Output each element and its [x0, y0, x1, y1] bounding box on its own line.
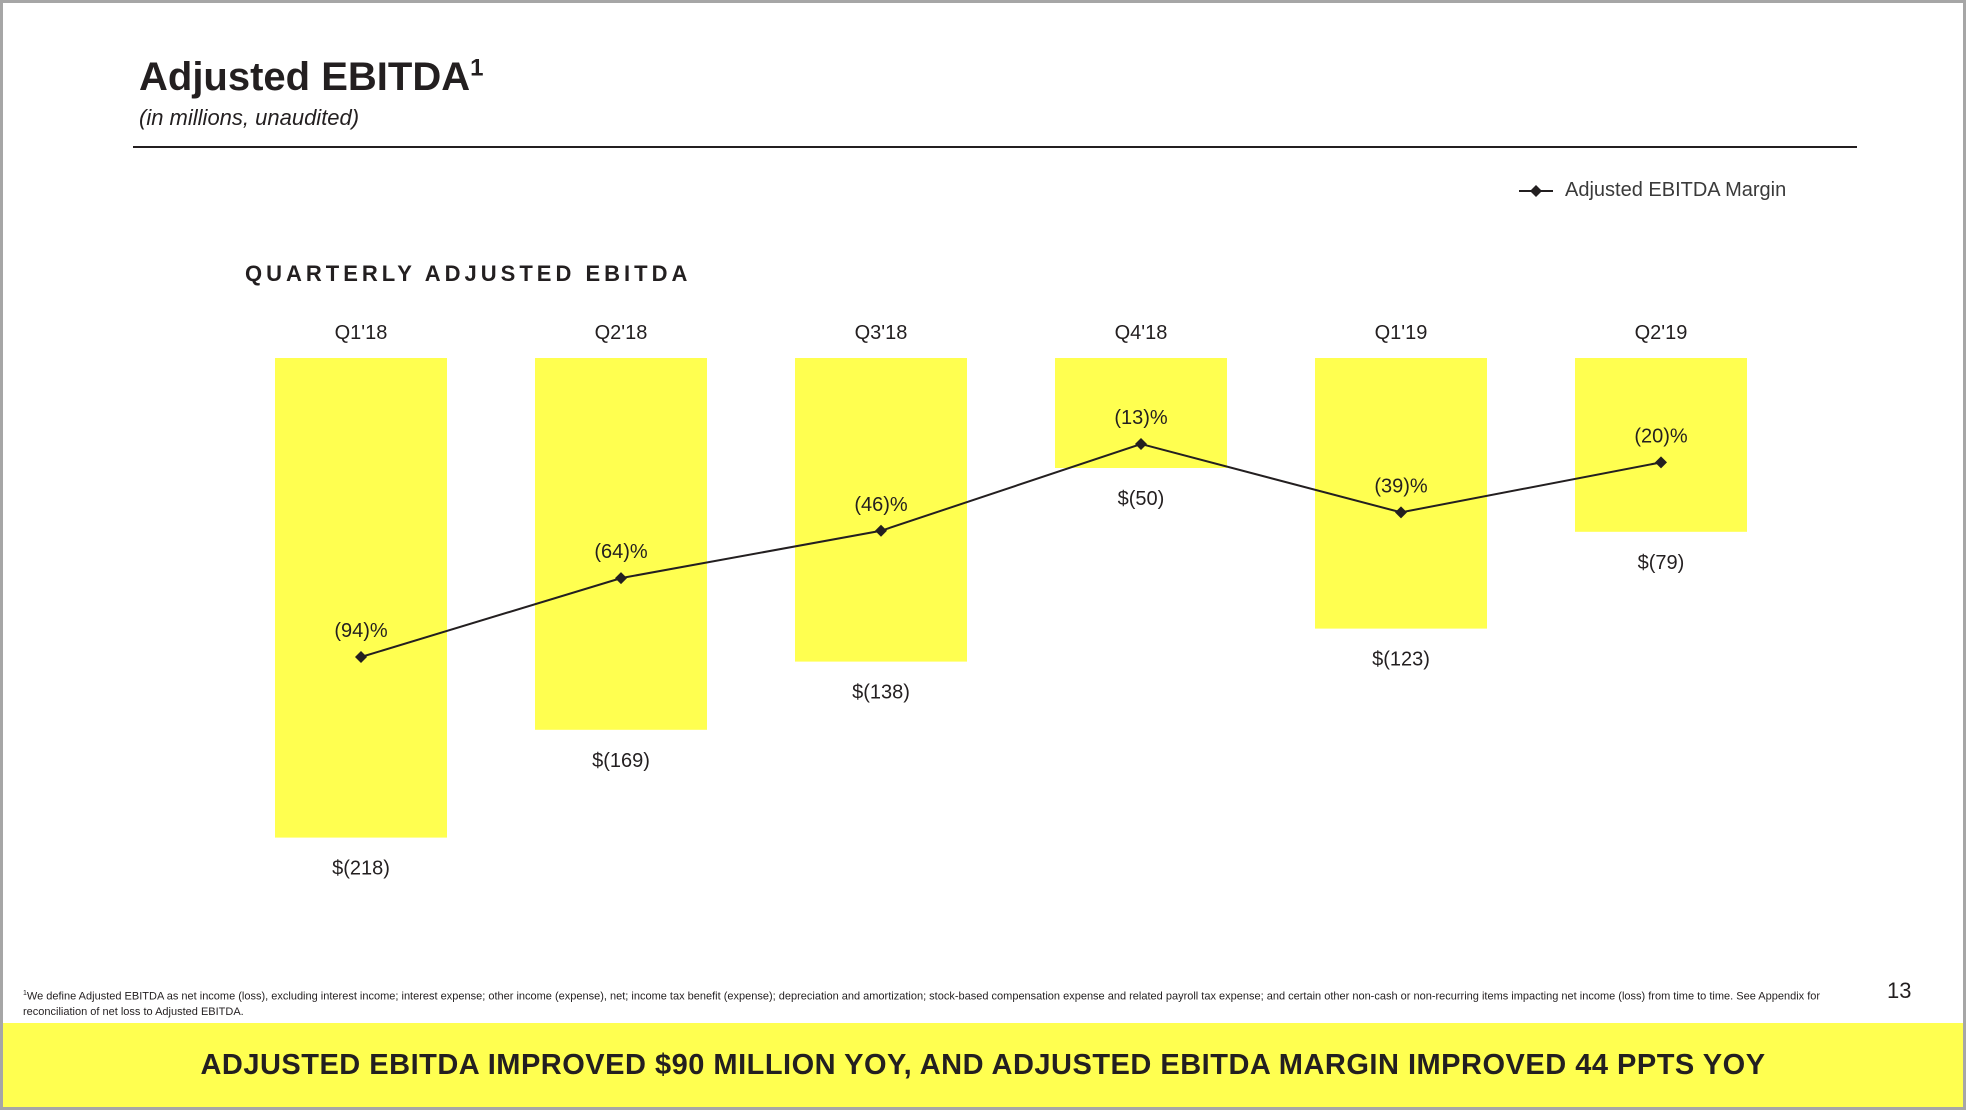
summary-banner: ADJUSTED EBITDA IMPROVED $90 MILLION YOY…: [3, 1023, 1963, 1107]
title-footnote-marker: 1: [470, 54, 484, 82]
page-number: 13: [1887, 978, 1912, 1003]
category-label-3: Q3'18: [855, 322, 908, 344]
margin-point-6: [1655, 456, 1667, 469]
margin-point-5: [1395, 506, 1407, 519]
bar-value-label-3: $(138): [852, 682, 910, 704]
margin-label-5: (39)%: [1374, 475, 1428, 497]
diamond-line-icon: [1519, 184, 1553, 197]
legend-label: Adjusted EBITDA Margin: [1565, 179, 1787, 201]
title-divider: [133, 146, 1857, 148]
title-text: Adjusted EBITDA: [139, 55, 471, 99]
chart-title: QUARTERLY ADJUSTED EBITDA: [245, 261, 692, 286]
footnote: 1We define Adjusted EBITDA as net income…: [23, 986, 1863, 1020]
category-label-5: Q1'19: [1375, 322, 1428, 344]
page-title: Adjusted EBITDA1: [139, 55, 483, 100]
footnote-text: We define Adjusted EBITDA as net income …: [23, 990, 1821, 1018]
bar-value-label-4: $(50): [1118, 488, 1165, 510]
margin-label-2: (64)%: [594, 541, 648, 563]
bar-value-label-1: $(218): [332, 858, 390, 880]
banner-text: ADJUSTED EBITDA IMPROVED $90 MILLION YOY…: [200, 1048, 1766, 1081]
bar-6: [1575, 358, 1747, 532]
margin-label-3: (46)%: [854, 494, 908, 516]
margin-point-1: [355, 651, 367, 663]
category-label-2: Q2'18: [595, 322, 648, 344]
page-subtitle: (in millions, unaudited): [139, 105, 360, 130]
margin-label-6: (20)%: [1634, 425, 1688, 447]
margin-point-3: [875, 524, 887, 537]
category-label-4: Q4'18: [1115, 322, 1168, 344]
margin-label-4: (13)%: [1114, 407, 1168, 429]
margin-label-1: (94)%: [334, 620, 388, 642]
footnote-marker: 1: [23, 990, 27, 997]
chart-legend: Adjusted EBITDA Margin: [1519, 179, 1786, 202]
category-label-6: Q2'19: [1635, 322, 1688, 344]
bar-1: [275, 358, 447, 838]
bar-value-label-6: $(79): [1638, 552, 1685, 574]
bar-2: [535, 358, 707, 730]
margin-point-2: [615, 572, 627, 585]
ebitda-chart: $(218) Q1'18 $(169) Q2'18 $(138) Q3'18 $(50) Q4…: [275, 322, 1747, 880]
bar-value-label-2: $(169): [592, 750, 650, 772]
bar-value-label-5: $(123): [1372, 649, 1430, 671]
bar-3: [795, 358, 967, 662]
margin-point-4: [1135, 438, 1147, 450]
bar-5: [1315, 358, 1487, 629]
margin-line: [360, 442, 1662, 658]
category-label-1: Q1'18: [335, 322, 388, 344]
